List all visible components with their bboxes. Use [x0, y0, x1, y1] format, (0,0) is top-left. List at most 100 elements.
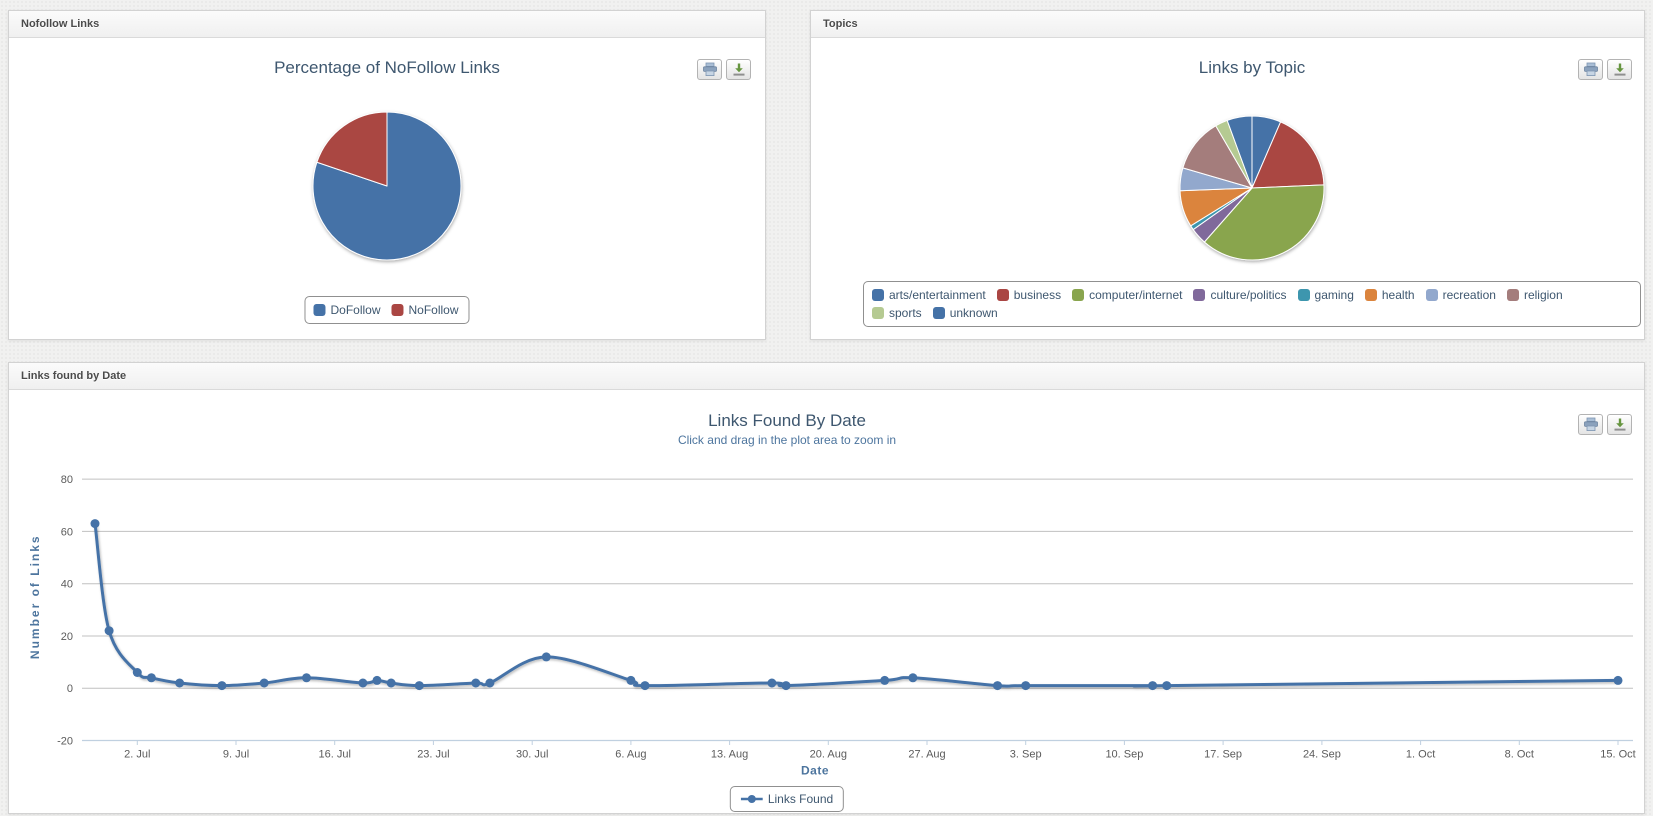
x-tick-label: 10. Sep: [1105, 749, 1143, 761]
topics-pie-chart: [1179, 115, 1325, 261]
panel-links-by-date: Links found by Date Links Found By Date …: [8, 362, 1645, 814]
data-point-24-aug[interactable]: [880, 675, 890, 685]
legend-item-label: arts/entertainment: [889, 288, 986, 302]
data-point-17-aug[interactable]: [781, 681, 791, 691]
download-chart-button[interactable]: [1607, 414, 1632, 435]
data-point-20-jul[interactable]: [386, 678, 396, 688]
x-tick-label: 9. Jul: [223, 749, 249, 761]
data-point-22-jul[interactable]: [414, 681, 424, 691]
data-point-14-jul[interactable]: [302, 673, 311, 683]
topics-legend: arts/entertainment business computer/inter…: [863, 281, 1641, 327]
print-chart-button[interactable]: [697, 59, 722, 80]
data-point-29-jun[interactable]: [90, 519, 100, 529]
x-tick-label: 2. Jul: [124, 749, 150, 761]
y-tick-label: 60: [61, 526, 73, 538]
panel-links-by-date-header-label: Links found by Date: [21, 370, 127, 382]
legend-color-swatch: [932, 307, 945, 319]
series-markers: [90, 519, 1623, 691]
legend-color-swatch: [1506, 289, 1519, 301]
legend-item-culture-politics[interactable]: culture/politics: [1193, 288, 1287, 302]
legend-item-label: recreation: [1442, 288, 1496, 302]
legend-item-recreation[interactable]: recreation: [1425, 288, 1496, 302]
legend-item-nofollow[interactable]: NoFollow: [391, 303, 459, 317]
legend-item-computer-internet[interactable]: computer/internet: [1072, 288, 1182, 302]
x-tick-label: 23. Jul: [417, 749, 449, 761]
x-tick-label: 15. Oct: [1600, 749, 1635, 761]
data-point-26-aug[interactable]: [908, 673, 918, 683]
data-point-18-jul[interactable]: [358, 678, 368, 688]
pie-slice-nofollow[interactable]: [316, 111, 388, 187]
panel-topics-header-label: Topics: [823, 18, 858, 30]
y-axis-labels: -20 0 20 40 60 80: [57, 474, 73, 747]
download-chart-button[interactable]: [726, 59, 751, 80]
data-point-12-sep[interactable]: [1148, 681, 1158, 691]
printer-icon: [702, 62, 717, 76]
download-icon: [733, 63, 744, 76]
panel-nofollow-header: Nofollow Links: [9, 11, 765, 38]
panel-links-by-date-body: Links Found By Date Click and drag in th…: [9, 390, 1644, 814]
legend-item-unknown[interactable]: unknown: [932, 306, 998, 320]
data-point-16-aug[interactable]: [767, 678, 777, 688]
legend-item-label: health: [1381, 288, 1415, 302]
legend-item-business[interactable]: business: [996, 288, 1062, 302]
links-found-series: [93, 522, 1620, 688]
data-point-30-jun[interactable]: [104, 626, 114, 636]
panel-topics: Topics Links by Topic: [810, 10, 1645, 340]
data-point-2-jul[interactable]: [132, 668, 142, 677]
links-by-date-legend: Links Found: [729, 786, 845, 812]
print-chart-button[interactable]: [1578, 59, 1603, 80]
legend-item-sports[interactable]: sports: [872, 306, 922, 320]
legend-item-dofollow[interactable]: DoFollow: [313, 303, 381, 317]
legend-item-gaming[interactable]: gaming: [1297, 288, 1354, 302]
legend-color-swatch: [872, 289, 884, 301]
legend-item-health[interactable]: health: [1364, 288, 1415, 302]
links-by-date-chart-title: Links Found By Date: [708, 411, 866, 430]
y-axis-title: Number of Links: [28, 534, 42, 659]
data-point-7-aug[interactable]: [640, 681, 650, 691]
download-icon: [1614, 418, 1625, 431]
x-tick-label: 13. Aug: [711, 749, 748, 761]
legend-item-label: religion: [1523, 288, 1563, 302]
y-tick-label: 20: [61, 631, 73, 643]
x-tick-label: 27. Aug: [908, 749, 945, 761]
links-by-date-plot[interactable]: 2. Jul 9. Jul 16. Jul 23. Jul 30. Jul 6. Aug 1…: [9, 390, 1644, 814]
data-point-19-jul[interactable]: [372, 675, 382, 685]
data-point-6-aug[interactable]: [626, 675, 636, 685]
legend-color-swatch: [1425, 289, 1438, 301]
legend-item-label: business: [1013, 288, 1062, 302]
x-tick-label: 17. Sep: [1204, 749, 1242, 761]
legend-item-label: gaming: [1314, 288, 1354, 302]
legend-item-label: computer/internet: [1089, 288, 1183, 302]
links-by-date-chart-subtitle: Click and drag in the plot area to zoom …: [677, 433, 897, 447]
data-point-1-sep[interactable]: [993, 681, 1002, 691]
nofollow-pie-chart: [312, 111, 462, 261]
panel-topics-header: Topics: [811, 11, 1644, 38]
print-chart-button[interactable]: [1578, 414, 1603, 435]
legend-color-swatch: [1297, 289, 1310, 301]
data-point-27-jul[interactable]: [485, 678, 495, 688]
legend-item-religion[interactable]: religion: [1506, 288, 1563, 302]
data-point-11-jul[interactable]: [259, 678, 269, 688]
data-point-13-sep[interactable]: [1162, 681, 1172, 691]
y-tick-label: -20: [57, 736, 73, 748]
x-tick-label: 16. Jul: [318, 749, 350, 761]
pie-slice-computer-internet[interactable]: [1203, 184, 1325, 261]
legend-color-swatch: [872, 307, 884, 319]
data-point-26-jul[interactable]: [471, 678, 481, 688]
download-chart-button[interactable]: [1607, 59, 1632, 80]
pie-slice-unknown[interactable]: [1226, 115, 1253, 189]
pie-slice-business[interactable]: [1251, 121, 1325, 189]
data-point-8-jul[interactable]: [217, 681, 227, 691]
legend-color-swatch: [313, 304, 326, 316]
data-point-5-jul[interactable]: [175, 678, 185, 688]
data-point-3-jul[interactable]: [146, 673, 156, 683]
data-point-15-oct[interactable]: [1613, 675, 1623, 685]
nofollow-legend: DoFollow NoFollow: [304, 296, 470, 324]
legend-item-arts-entertainment[interactable]: arts/entertainment: [872, 288, 986, 302]
data-point-31-jul[interactable]: [541, 652, 551, 662]
links-by-date-export-buttons: [1578, 414, 1632, 435]
x-axis-title: Date: [801, 764, 829, 778]
legend-item-links-found[interactable]: Links Found: [740, 792, 833, 806]
data-point-3-sep[interactable]: [1021, 681, 1031, 691]
